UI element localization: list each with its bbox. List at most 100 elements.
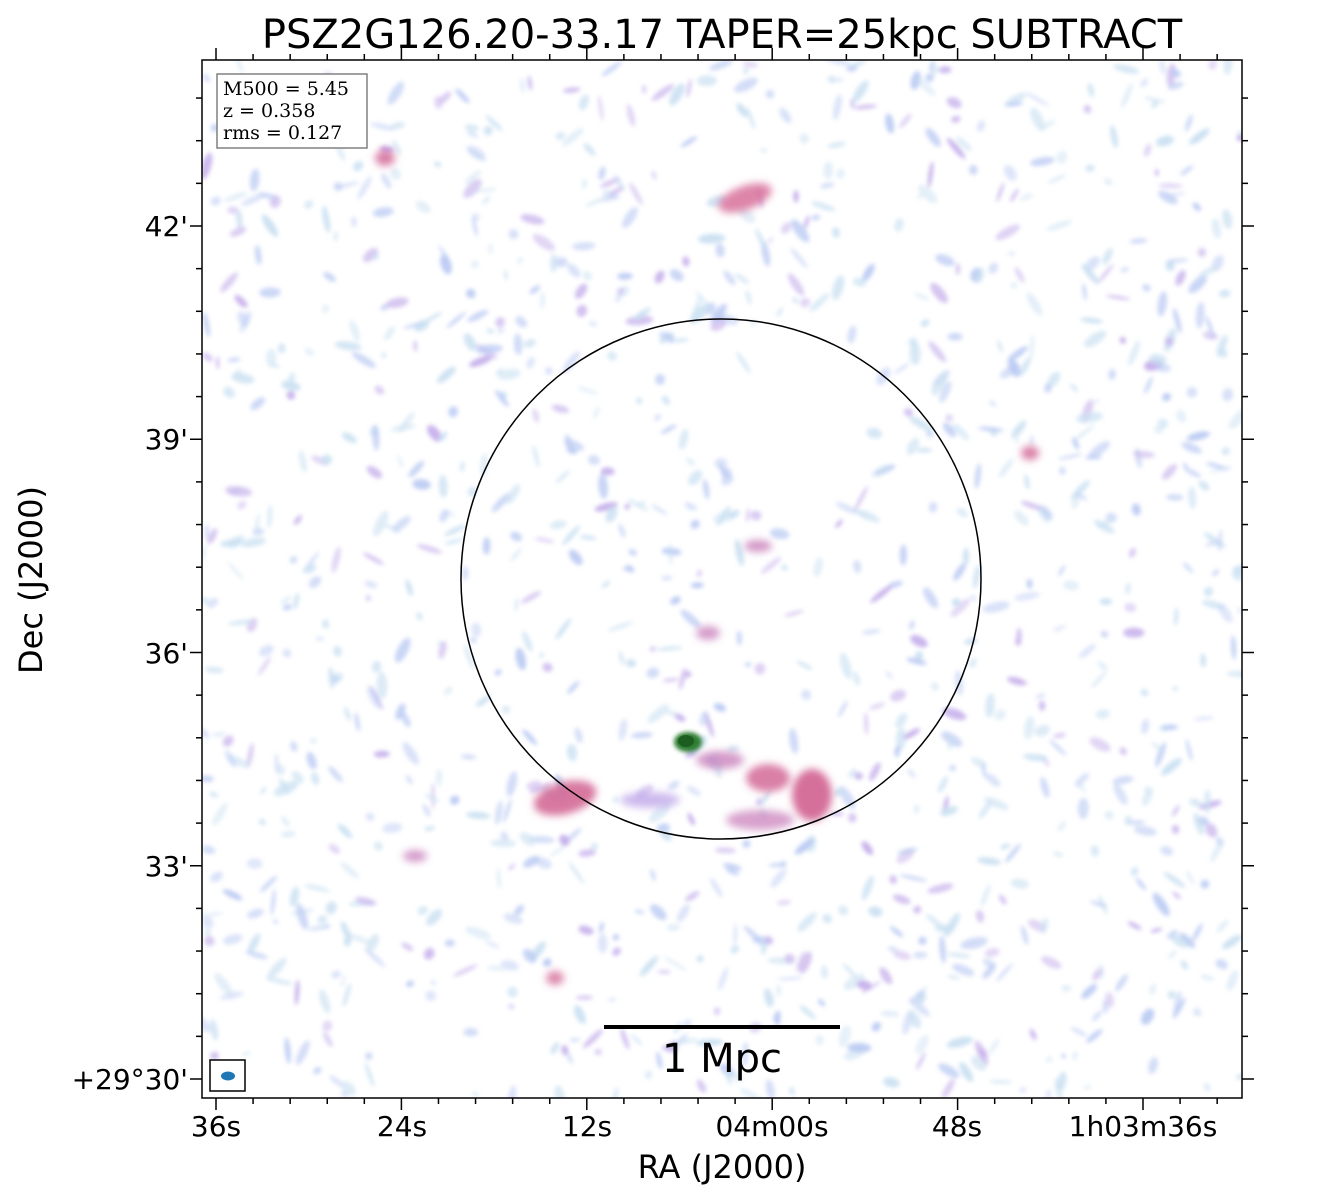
noise-speckle — [1181, 442, 1202, 454]
noise-speckle — [381, 173, 392, 189]
noise-speckle — [317, 915, 328, 925]
noise-speckle — [562, 351, 580, 374]
noise-speckle — [494, 669, 502, 676]
noise-speckle — [1076, 412, 1103, 423]
noise-speckle — [899, 113, 912, 129]
noise-speckle — [561, 1044, 569, 1056]
noise-speckle — [670, 596, 681, 605]
noise-speckle — [742, 1041, 749, 1066]
noise-speckle — [333, 181, 360, 190]
noise-speckle — [600, 195, 621, 202]
noise-speckle — [696, 955, 704, 963]
noise-speckle — [566, 1052, 573, 1064]
noise-speckle — [852, 277, 866, 287]
info-mass: M500 = 5.45 — [223, 78, 349, 100]
noise-speckle — [1150, 928, 1163, 933]
noise-speckle — [522, 631, 533, 652]
noise-speckle — [929, 60, 936, 72]
noise-speckle — [973, 266, 985, 284]
noise-speckle — [235, 60, 244, 74]
noise-speckle — [554, 1085, 566, 1098]
noise-speckle — [661, 575, 673, 581]
noise-speckle — [549, 845, 566, 857]
noise-speckle — [1024, 92, 1050, 107]
noise-speckle — [374, 385, 385, 395]
noise-speckle — [601, 580, 611, 589]
noise-speckle — [1061, 1053, 1066, 1059]
noise-speckle — [281, 380, 301, 391]
noise-speckle — [1231, 571, 1242, 581]
noise-speckle — [730, 945, 740, 954]
noise-speckle — [1223, 60, 1233, 75]
noise-speckle — [598, 473, 609, 499]
noise-speckle — [354, 712, 360, 732]
noise-speckle — [322, 304, 329, 313]
noise-speckle — [1197, 247, 1207, 258]
noise-speckle — [298, 450, 307, 473]
noise-speckle — [222, 735, 234, 747]
noise-speckle — [832, 94, 843, 121]
noise-speckle — [573, 1005, 586, 1025]
noise-speckle — [486, 965, 507, 971]
noise-speckle — [799, 297, 811, 308]
noise-speckle — [1128, 547, 1137, 558]
noise-speckle — [928, 501, 938, 513]
noise-speckle — [713, 1007, 721, 1016]
noise-speckle — [953, 562, 966, 581]
noise-speckle — [289, 886, 300, 907]
noise-speckle — [455, 88, 470, 104]
y-tick-labels: 42' 39' 36' 33' +29°30' — [72, 210, 188, 1096]
noise-speckle — [702, 479, 710, 500]
noise-speckle — [913, 905, 922, 914]
noise-speckle — [1124, 815, 1133, 826]
noise-speckle — [1170, 934, 1188, 948]
noise-speckle — [267, 504, 272, 529]
noise-speckle — [1200, 879, 1210, 889]
noise-speckle — [1010, 188, 1019, 203]
noise-speckle — [1182, 462, 1189, 471]
noise-speckle — [544, 367, 553, 375]
noise-speckle — [909, 998, 930, 1017]
x-tick-label: 1h03m36s — [1069, 1110, 1218, 1143]
noise-speckle — [485, 115, 503, 132]
noise-speckle — [532, 233, 555, 251]
noise-speckle — [1228, 407, 1242, 429]
noise-speckle — [376, 671, 388, 699]
noise-speckle — [334, 230, 338, 242]
noise-speckle — [607, 351, 618, 361]
noise-speckle — [408, 460, 425, 478]
noise-speckle — [490, 839, 517, 848]
noise-speckle — [655, 374, 666, 385]
noise-speckle — [605, 505, 618, 523]
noise-speckle — [832, 227, 840, 238]
noise-speckle — [470, 260, 479, 269]
noise-speckle — [520, 591, 542, 604]
noise-speckle — [405, 775, 413, 785]
noise-speckle — [1153, 426, 1163, 434]
noise-speckle — [962, 547, 970, 566]
noise-speckle — [972, 565, 981, 589]
noise-speckle — [861, 875, 874, 901]
noise-speckle — [628, 549, 638, 556]
noise-speckle — [885, 671, 893, 679]
noise-speckle — [424, 793, 440, 803]
noise-speckle — [210, 871, 223, 883]
plot-frame — [201, 59, 1243, 1099]
noise-speckle — [506, 484, 521, 505]
noise-speckle — [567, 680, 580, 695]
noise-speckle — [896, 848, 915, 864]
noise-speckle — [1078, 643, 1096, 659]
noise-speckle — [449, 795, 460, 805]
noise-speckle — [273, 780, 299, 796]
noise-speckle — [529, 783, 552, 794]
noise-speckle — [935, 254, 955, 267]
noise-speckle — [970, 756, 987, 769]
noise-speckle — [1231, 635, 1237, 660]
noise-speckle — [746, 107, 756, 130]
noise-speckle — [1133, 825, 1157, 836]
noise-speckle — [249, 168, 260, 192]
noise-speckle — [328, 766, 343, 783]
noise-speckle — [931, 371, 948, 396]
noise-speckle — [852, 671, 861, 686]
noise-speckle — [914, 651, 924, 660]
